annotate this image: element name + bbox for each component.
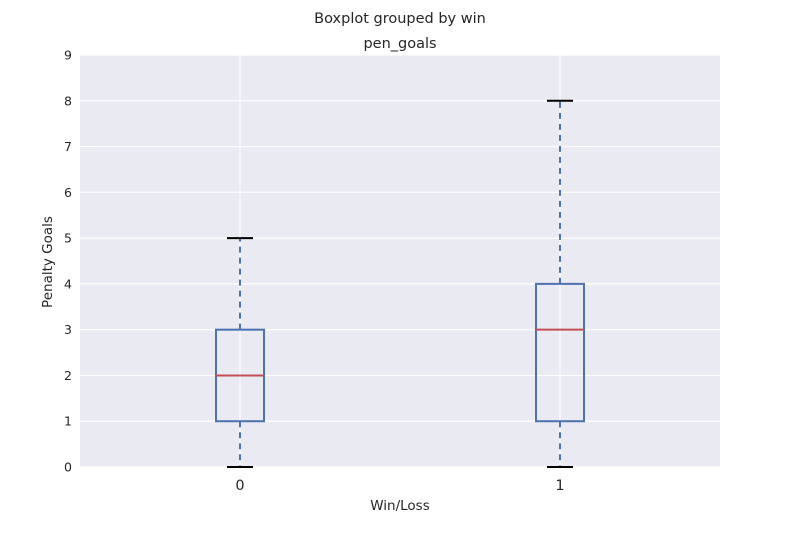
y-tick-label: 8 [64,93,72,108]
y-axis-label: Penalty Goals [40,216,56,308]
grid-lines [80,54,720,468]
iqr-box [535,282,585,423]
y-tick-label: 1 [64,414,72,429]
chart-title: pen_goals [363,36,436,52]
y-tick-label: 4 [64,276,72,291]
y-tick-label: 0 [64,460,72,475]
boxes [215,99,585,468]
plot-area [80,55,720,467]
y-tick-label: 7 [64,139,72,154]
chart-suptitle: Boxplot grouped by win [314,11,486,27]
y-tick-label: 5 [64,231,72,246]
y-tick-label: 2 [64,368,72,383]
y-tick-labels: 0 1 2 3 4 5 6 7 8 9 [64,48,72,475]
x-tick-label: 1 [555,478,564,494]
y-tick-label: 9 [64,48,72,63]
x-tick-label: 0 [235,478,244,494]
x-axis-label: Win/Loss [370,498,430,514]
y-tick-label: 3 [64,322,72,337]
box-group-1 [535,99,585,468]
box-group-0 [215,237,265,468]
y-tick-label: 6 [64,185,72,200]
